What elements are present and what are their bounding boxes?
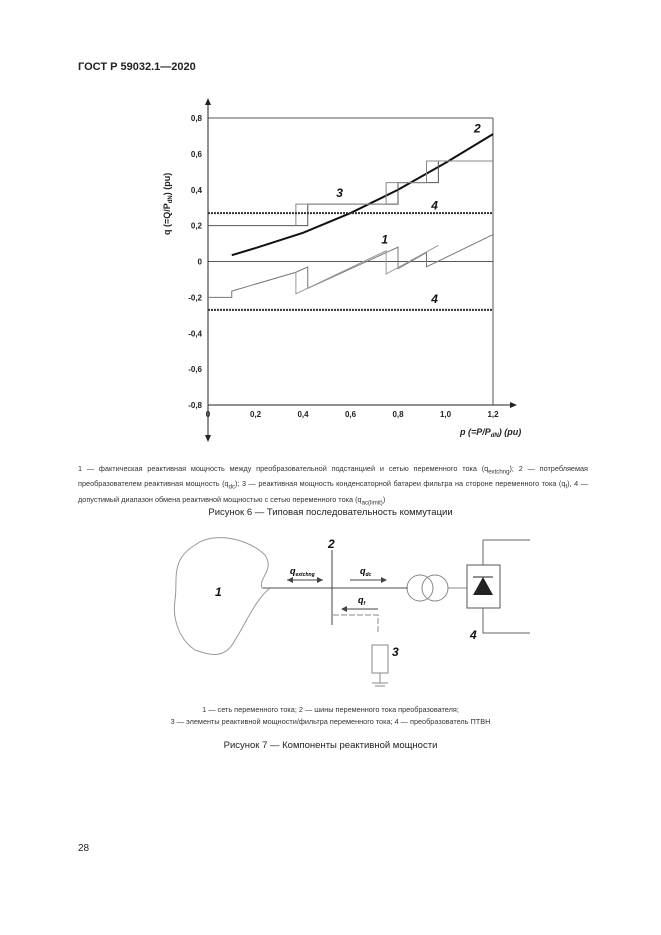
- filter-element: [371, 644, 389, 674]
- y-axis-label: q (=Q/PdN) (pu): [162, 173, 174, 235]
- series-label-4: 4: [430, 198, 438, 212]
- y-tick-label: 0,6: [191, 150, 203, 159]
- series-label-3: 3: [336, 186, 343, 200]
- x-axis-label: p (=P/PdN) (pu): [459, 427, 521, 439]
- x-tick-label: 0: [206, 410, 211, 419]
- figure-6-caption: Рисунок 6 — Типовая последовательность к…: [208, 507, 453, 518]
- figure-7-diagram: 1 2 3 4 qextchng qdc qf: [173, 537, 530, 687]
- x-tick-label: 0,4: [297, 410, 309, 419]
- x-tick-label: 0,6: [345, 410, 357, 419]
- series-label-2: 2: [473, 121, 481, 135]
- series-label-1: 1: [381, 233, 388, 247]
- page-number: 28: [78, 843, 90, 854]
- figure-6-legend: 1 — фактическая реактивная мощность межд…: [78, 464, 588, 507]
- q-f-label: qf: [358, 595, 367, 607]
- thyristor-icon: [473, 577, 493, 595]
- y-tick-label: 0,4: [191, 186, 203, 195]
- document-id: ГОСТ Р 59032.1—2020: [78, 61, 196, 73]
- label-2: 2: [327, 537, 335, 551]
- x-tick-label: 0,8: [392, 410, 404, 419]
- y-tick-label: 0: [198, 258, 203, 267]
- transformer-icon: [421, 574, 449, 602]
- ground-icon: [372, 673, 388, 687]
- series-3-line: [295, 160, 493, 226]
- label-3: 3: [392, 645, 399, 659]
- y-tick-label: 0,8: [191, 114, 203, 123]
- y-tick-label: -0,8: [188, 401, 202, 410]
- transformer-icon: [406, 574, 434, 602]
- filter-branch: [333, 614, 379, 632]
- label-1: 1: [215, 585, 222, 599]
- ac-network-blob: [173, 537, 272, 655]
- dc-lines: [482, 539, 530, 634]
- series-3-line: [208, 161, 439, 227]
- series-label-4: 4: [430, 292, 438, 306]
- y-tick-label: 0,2: [191, 222, 203, 231]
- y-tick-label: -0,6: [188, 365, 202, 374]
- figure-7-caption: Рисунок 7 — Компоненты реактивной мощнос…: [223, 740, 438, 751]
- arrow-head-icon: [381, 577, 387, 583]
- y-tick-label: -0,2: [188, 293, 202, 302]
- x-tick-label: 0,2: [250, 410, 262, 419]
- axis-arrow-icon: [205, 98, 517, 442]
- arrow-head-icon: [341, 606, 347, 612]
- label-4: 4: [469, 628, 477, 642]
- y-tick-label: -0,4: [188, 329, 202, 338]
- figure-7-legend-line1: 1 — сеть переменного тока; 2 — шины пере…: [202, 705, 459, 714]
- q-dc-label: qdc: [360, 566, 372, 578]
- series-1-line: [295, 244, 439, 295]
- figure-7-legend-line2: 3 — элементы реактивной мощности/фильтра…: [170, 717, 491, 726]
- figure-6-chart: 1 2 3 4 4 0 0,2 0,4 0,6 0,8 1,0 1,2 0,8 0,6 0,4 0,2 0 -0…: [162, 98, 521, 442]
- series-2-line: [231, 133, 494, 257]
- x-tick-label: 1,2: [487, 410, 499, 419]
- x-tick-label: 1,0: [440, 410, 452, 419]
- q-ext-label: qextchng: [290, 566, 315, 578]
- series-1-line: [208, 234, 494, 298]
